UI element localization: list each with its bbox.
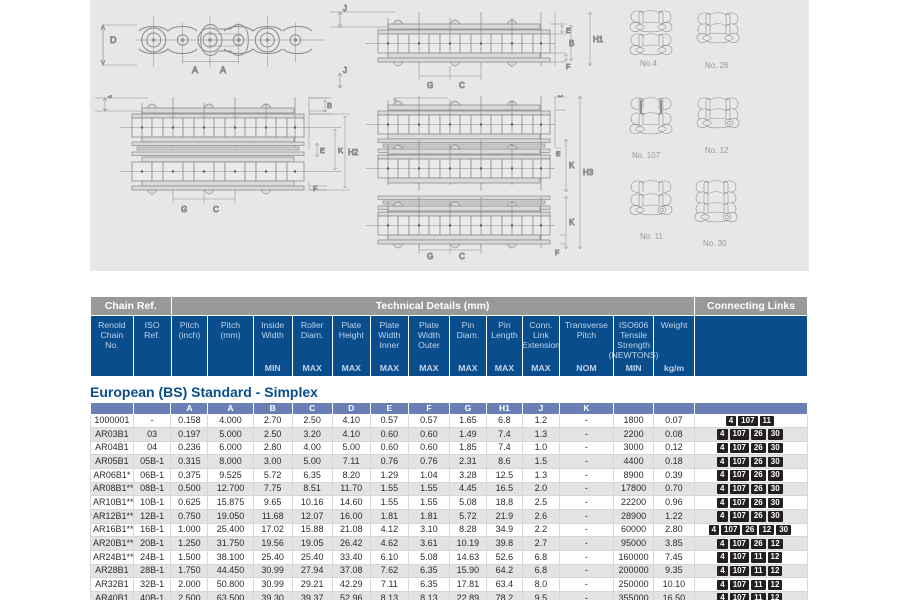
svg-text:J: J	[343, 4, 347, 13]
svg-text:A: A	[220, 65, 226, 75]
svg-text:No. 30: No. 30	[703, 239, 727, 248]
svg-text:F: F	[566, 64, 570, 71]
svg-text:No.4: No.4	[640, 59, 657, 68]
svg-text:G: G	[427, 81, 433, 90]
svg-text:No. 11: No. 11	[640, 232, 664, 241]
svg-text:C: C	[459, 252, 465, 260]
svg-text:H3: H3	[583, 168, 594, 177]
svg-text:E: E	[320, 148, 325, 155]
svg-text:H1: H1	[593, 35, 604, 44]
svg-text:C: C	[459, 81, 465, 90]
svg-text:G: G	[427, 252, 433, 260]
svg-text:J: J	[343, 66, 347, 75]
svg-text:E: E	[556, 151, 561, 158]
svg-text:K: K	[569, 218, 575, 227]
svg-text:No. 107: No. 107	[632, 151, 661, 160]
svg-text:J: J	[108, 95, 112, 100]
svg-text:No. 12: No. 12	[705, 146, 729, 155]
svg-text:E: E	[566, 28, 571, 35]
svg-text:G: G	[181, 205, 187, 214]
svg-text:B: B	[558, 95, 563, 99]
svg-text:D: D	[110, 35, 117, 45]
svg-text:F: F	[313, 186, 317, 193]
svg-text:C: C	[213, 205, 219, 214]
svg-text:B: B	[569, 39, 574, 48]
svg-text:No. 26: No. 26	[705, 61, 729, 70]
svg-text:K: K	[569, 161, 575, 170]
svg-text:F: F	[555, 250, 559, 257]
svg-text:A: A	[192, 65, 198, 75]
